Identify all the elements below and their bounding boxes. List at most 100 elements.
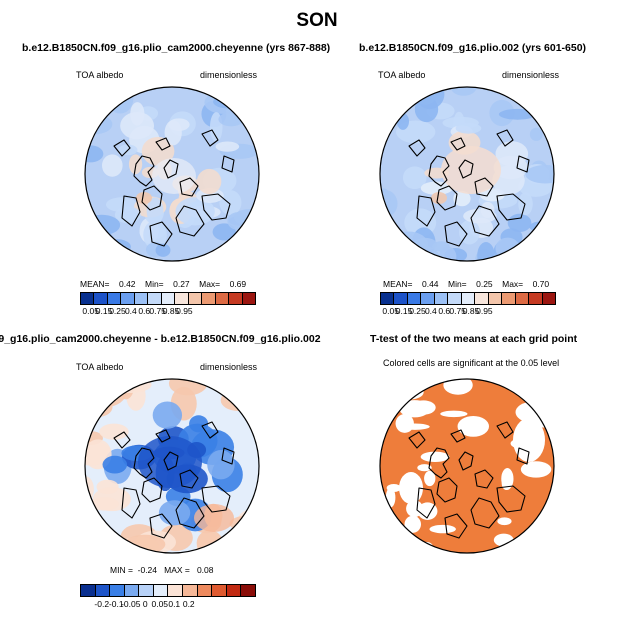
panel1-min-value: 0.27	[173, 279, 190, 289]
colorbar-swatch	[241, 585, 255, 596]
colorbar-tick-label: -0.05	[121, 599, 141, 609]
panel1-max-value: 0.69	[229, 279, 247, 289]
colorbar-swatch	[394, 293, 408, 304]
panel3-max-label: MAX =	[164, 565, 190, 575]
colorbar-tick-label: 0.05	[151, 599, 169, 609]
colorbar-swatch	[381, 293, 395, 304]
colorbar-swatch	[110, 585, 125, 596]
colorbar-tick-label: 0.6	[438, 306, 451, 316]
colorbar-tick-label: 0.15	[395, 306, 413, 316]
colorbar-swatch	[215, 293, 230, 304]
colorbar-swatch	[188, 293, 203, 304]
colorbar-tick-label: 0.85	[462, 306, 480, 316]
colorbar-swatch	[488, 293, 503, 304]
panel3-variable-label: TOA albedo	[76, 362, 124, 372]
panel3-polar-map	[84, 378, 260, 554]
panel3-min-label: MIN =	[110, 565, 133, 575]
colorbar-swatch	[229, 293, 243, 304]
colorbar-tick-label: 0	[142, 599, 148, 609]
colorbar-swatch	[161, 293, 176, 304]
colorbar-swatch	[168, 585, 184, 596]
panel3-colorbar-ticks: -0.2 -0.1 -0.05 0 0.05 0.1 0.2	[80, 599, 254, 611]
colorbar-tick-label: 0.25	[409, 306, 426, 316]
colorbar-tick-label: 0.1	[168, 599, 181, 609]
panel3-max-value: 0.08	[196, 565, 214, 575]
colorbar-swatch	[448, 293, 462, 304]
colorbar-swatch	[124, 585, 140, 596]
colorbar-swatch	[407, 293, 422, 304]
panel2-min-value: 0.25	[476, 279, 493, 289]
panel1-title: b.e12.B1850CN.f09_g16.plio_cam2000.cheye…	[22, 42, 331, 54]
panel4-subtitle: Colored cells are significant at the 0.0…	[383, 358, 560, 368]
panel1-colorbar-ticks: 0.05 0.15 0.25 0.4 0.6 0.75 0.85 0.95	[80, 306, 254, 318]
panel2-polar-map	[379, 86, 555, 262]
panel4-title: T-test of the two means at each grid poi…	[370, 333, 578, 345]
panel3-colorbar	[80, 584, 256, 597]
panel2-units-label: dimensionless	[502, 70, 560, 80]
colorbar-tick-label: 0.95	[476, 306, 493, 316]
panel2-colorbar	[380, 292, 556, 305]
panel1-polar-map	[84, 86, 260, 262]
colorbar-swatch	[81, 585, 96, 596]
colorbar-tick-label: 0.95	[176, 306, 193, 316]
colorbar-tick-label: -0.1	[108, 599, 124, 609]
panel2-variable-label: TOA albedo	[378, 70, 426, 80]
colorbar-swatch	[153, 585, 169, 596]
panel1-mean-value: 0.42	[118, 279, 136, 289]
panel1-mean-label: MEAN=	[80, 279, 110, 289]
colorbar-tick-label: 0.6	[138, 306, 151, 316]
panel2-mean-label: MEAN=	[383, 279, 413, 289]
panel2-title: b.e12.B1850CN.f09_g16.plio.002 (yrs 601-…	[359, 42, 587, 54]
colorbar-tick-label: 0.75	[449, 306, 466, 316]
panel2-mean-value: 0.44	[421, 279, 439, 289]
colorbar-swatch	[212, 585, 227, 596]
colorbar-swatch	[139, 585, 154, 596]
colorbar-tick-label: 0.05	[82, 306, 99, 316]
panel1-variable-label: TOA albedo	[76, 70, 124, 80]
colorbar-tick-label: -0.2	[94, 599, 110, 609]
panel3-units-label: dimensionless	[200, 362, 258, 372]
colorbar-swatch	[475, 293, 489, 304]
colorbar-tick-label: 0.2	[182, 599, 195, 609]
colorbar-tick-label: 0.15	[95, 306, 113, 316]
colorbar-swatch	[134, 293, 149, 304]
colorbar-swatch	[95, 585, 111, 596]
panel4-polar-map	[379, 378, 555, 554]
panel1-min-label: Min=	[144, 279, 164, 289]
colorbar-swatch	[202, 293, 216, 304]
colorbar-swatch	[529, 293, 543, 304]
panel2-max-label: Max=	[502, 279, 524, 289]
panel2-colorbar-ticks: 0.05 0.15 0.25 0.4 0.6 0.75 0.85 0.95	[380, 306, 554, 318]
colorbar-tick-label: 0.05	[382, 306, 399, 316]
colorbar-tick-label: 0.4	[124, 306, 137, 316]
page-title: SON	[296, 10, 338, 31]
colorbar-swatch	[148, 293, 162, 304]
colorbar-swatch	[81, 293, 95, 304]
panel2-max-value: 0.70	[532, 279, 550, 289]
colorbar-swatch	[121, 293, 135, 304]
colorbar-swatch	[226, 585, 242, 596]
panel1-stats: MEAN= 0.42 Min= 0.27 Max= 0.69	[80, 279, 246, 289]
colorbar-swatch	[461, 293, 476, 304]
colorbar-swatch	[94, 293, 108, 304]
colorbar-swatch	[175, 293, 189, 304]
colorbar-swatch	[183, 585, 198, 596]
colorbar-tick-label: 0.75	[149, 306, 166, 316]
colorbar-swatch	[242, 293, 256, 304]
colorbar-swatch	[197, 585, 213, 596]
colorbar-swatch	[434, 293, 449, 304]
colorbar-swatch	[542, 293, 556, 304]
panel1-max-label: Max=	[199, 279, 221, 289]
panel3-stats: MIN = -0.24 MAX = 0.08	[110, 565, 214, 575]
colorbar-tick-label: 0.4	[424, 306, 437, 316]
colorbar-swatch	[502, 293, 516, 304]
panel1-colorbar	[80, 292, 256, 305]
colorbar-swatch	[515, 293, 530, 304]
colorbar-tick-label: 0.85	[162, 306, 180, 316]
panel1-units-label: dimensionless	[200, 70, 258, 80]
colorbar-swatch	[421, 293, 435, 304]
panel3-title: B1850CN.f09_g16.plio_cam2000.cheyenne - …	[0, 333, 321, 345]
colorbar-swatch	[107, 293, 122, 304]
panel3-min-value: -0.24	[137, 565, 158, 575]
panel2-stats: MEAN= 0.44 Min= 0.25 Max= 0.70	[383, 279, 549, 289]
